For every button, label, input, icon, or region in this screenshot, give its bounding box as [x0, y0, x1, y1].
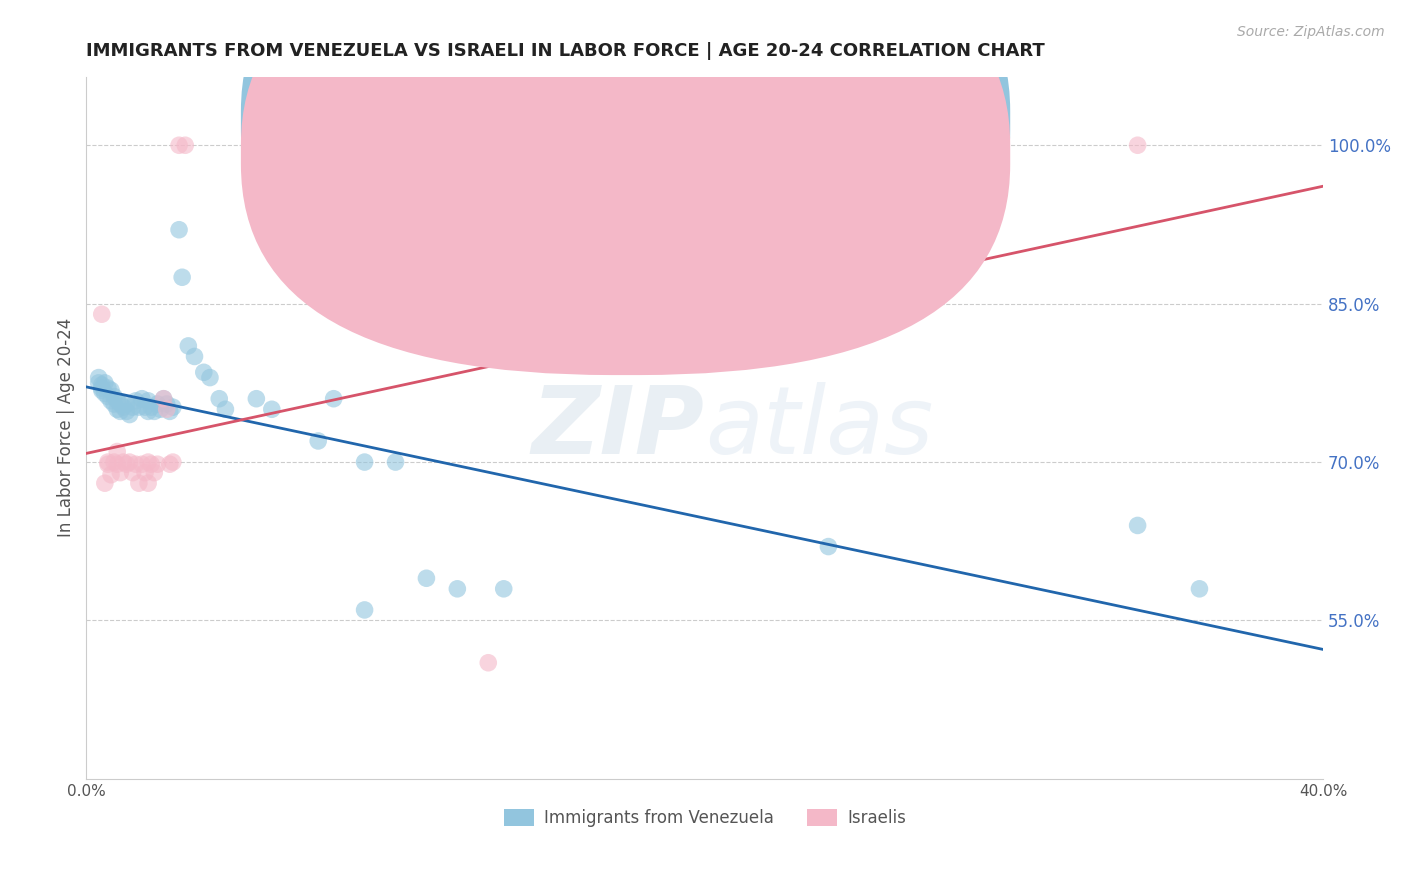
Point — [353, 603, 375, 617]
Point — [136, 393, 159, 408]
FancyBboxPatch shape — [240, 0, 1011, 375]
Point — [105, 444, 128, 458]
Point — [128, 400, 150, 414]
FancyBboxPatch shape — [240, 0, 1011, 342]
Point — [245, 392, 267, 406]
Point — [198, 370, 221, 384]
Point — [125, 457, 148, 471]
Point — [260, 402, 283, 417]
Point — [121, 400, 143, 414]
Point — [162, 400, 184, 414]
Point — [146, 457, 169, 471]
Point — [136, 476, 159, 491]
Point — [103, 397, 125, 411]
Point — [446, 582, 468, 596]
Point — [87, 376, 110, 390]
Point — [152, 392, 174, 406]
Point — [118, 408, 141, 422]
Point — [87, 370, 110, 384]
Point — [146, 397, 169, 411]
Point — [141, 457, 163, 471]
Y-axis label: In Labor Force | Age 20-24: In Labor Force | Age 20-24 — [58, 318, 75, 537]
Point — [131, 457, 153, 471]
Point — [100, 393, 122, 408]
Point — [121, 466, 143, 480]
Text: R = -0.338   N = 57: R = -0.338 N = 57 — [650, 112, 849, 130]
Point — [149, 402, 172, 417]
Point — [136, 455, 159, 469]
Point — [103, 390, 125, 404]
Point — [97, 390, 120, 404]
Point — [125, 393, 148, 408]
Text: Source: ZipAtlas.com: Source: ZipAtlas.com — [1237, 25, 1385, 39]
Point — [90, 378, 112, 392]
Point — [208, 392, 231, 406]
Point — [156, 402, 179, 417]
Point — [131, 392, 153, 406]
Point — [817, 540, 839, 554]
FancyBboxPatch shape — [588, 91, 903, 186]
Point — [167, 223, 190, 237]
Point — [110, 397, 132, 411]
Point — [1126, 518, 1149, 533]
Point — [97, 455, 120, 469]
Point — [97, 381, 120, 395]
Point — [152, 392, 174, 406]
Point — [353, 455, 375, 469]
Point — [492, 582, 515, 596]
Point — [214, 402, 236, 417]
Point — [97, 457, 120, 471]
Point — [94, 376, 117, 390]
Point — [118, 455, 141, 469]
Text: ZIP: ZIP — [531, 382, 704, 474]
Point — [128, 476, 150, 491]
Point — [94, 476, 117, 491]
Point — [307, 434, 329, 448]
Text: IMMIGRANTS FROM VENEZUELA VS ISRAELI IN LABOR FORCE | AGE 20-24 CORRELATION CHAR: IMMIGRANTS FROM VENEZUELA VS ISRAELI IN … — [86, 42, 1045, 60]
Point — [477, 656, 499, 670]
Legend: Immigrants from Venezuela, Israelis: Immigrants from Venezuela, Israelis — [496, 802, 912, 834]
Point — [143, 466, 166, 480]
Point — [100, 467, 122, 482]
Point — [193, 365, 215, 379]
Point — [134, 466, 156, 480]
Point — [115, 397, 138, 411]
Point — [90, 384, 112, 398]
Point — [94, 386, 117, 401]
Point — [105, 393, 128, 408]
Point — [183, 350, 205, 364]
Point — [110, 404, 132, 418]
Point — [156, 397, 179, 411]
Text: atlas: atlas — [704, 383, 934, 474]
Point — [177, 339, 200, 353]
Point — [415, 571, 437, 585]
Point — [110, 466, 132, 480]
Point — [134, 400, 156, 414]
Point — [136, 404, 159, 418]
Point — [143, 404, 166, 418]
Point — [105, 457, 128, 471]
Point — [159, 457, 181, 471]
Point — [112, 455, 135, 469]
Point — [105, 402, 128, 417]
Point — [167, 138, 190, 153]
Point — [1188, 582, 1211, 596]
Point — [103, 455, 125, 469]
Point — [100, 384, 122, 398]
Point — [115, 404, 138, 418]
Point — [322, 392, 344, 406]
Point — [115, 457, 138, 471]
Point — [112, 400, 135, 414]
Point — [174, 138, 197, 153]
Text: R =  0.476   N = 30: R = 0.476 N = 30 — [650, 145, 849, 163]
Point — [90, 381, 112, 395]
Point — [162, 455, 184, 469]
Point — [384, 455, 406, 469]
Point — [1126, 138, 1149, 153]
Point — [90, 307, 112, 321]
Point — [172, 270, 194, 285]
Point — [141, 400, 163, 414]
Point — [159, 404, 181, 418]
